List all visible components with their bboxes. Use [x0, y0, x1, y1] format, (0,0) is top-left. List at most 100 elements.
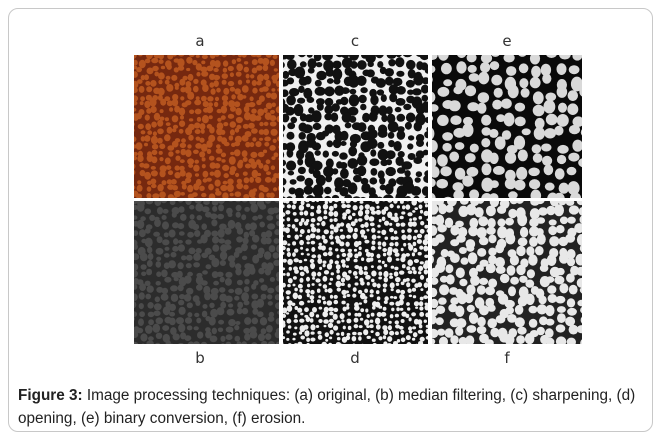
texture-blob [403, 242, 407, 247]
texture-blob [521, 345, 529, 352]
texture-blob [466, 284, 476, 296]
texture-blob [185, 127, 193, 136]
texture-blob [488, 234, 497, 244]
texture-blob [199, 123, 206, 130]
texture-blob [423, 319, 427, 323]
texture-blob [400, 319, 405, 323]
texture-blob [566, 257, 576, 267]
texture-blob [155, 281, 161, 286]
texture-blob [396, 86, 406, 95]
texture-blob [180, 192, 185, 196]
texture-blob [339, 241, 345, 247]
texture-blob [252, 308, 259, 315]
texture-blob [432, 255, 434, 264]
texture-blob [272, 207, 279, 214]
texture-blob [354, 312, 359, 317]
texture-blob [200, 66, 208, 73]
texture-blob [425, 324, 428, 328]
texture-blob [463, 116, 473, 126]
figure-frame [8, 8, 653, 432]
texture-blob [286, 149, 294, 158]
texture-blob [495, 243, 505, 254]
texture-blob [322, 252, 328, 257]
texture-blob [216, 157, 222, 162]
texture-blob [242, 171, 248, 176]
texture-blob [479, 305, 489, 316]
texture-blob [390, 265, 395, 269]
texture-blob [323, 238, 328, 244]
texture-blob [213, 344, 218, 348]
texture-blob [352, 201, 358, 203]
texture-blob [360, 103, 367, 111]
texture-blob [558, 102, 567, 113]
texture-blob [167, 194, 174, 198]
texture-blob [376, 312, 382, 317]
texture-blob [306, 342, 310, 344]
texture-blob [151, 121, 157, 128]
texture-blob [289, 179, 297, 185]
texture-blob [283, 301, 285, 306]
texture-blob [216, 144, 221, 149]
texture-blob [211, 230, 219, 237]
texture-blob [448, 303, 458, 313]
texture-blob [572, 139, 582, 152]
texture-blob [324, 113, 333, 121]
texture-blob [213, 280, 220, 286]
texture-blob [365, 55, 376, 64]
texture-blob [140, 96, 146, 102]
texture-blob [257, 108, 265, 117]
texture-blob [293, 258, 299, 263]
texture-blob [352, 331, 357, 336]
texture-blob [187, 231, 195, 238]
texture-blob [272, 55, 278, 59]
texture-blob [425, 312, 428, 318]
texture-blob [417, 282, 423, 288]
texture-blob [333, 218, 338, 222]
texture-blob [162, 208, 169, 214]
texture-blob [163, 253, 170, 258]
texture-blob [192, 192, 198, 198]
texture-blob [365, 252, 372, 257]
texture-blob [258, 267, 265, 275]
texture-blob [352, 343, 356, 344]
texture-blob [408, 326, 413, 331]
texture-blob [269, 121, 277, 127]
texture-blob [139, 283, 147, 291]
texture-blob [188, 55, 195, 57]
texture-blob [405, 112, 416, 123]
texture-blob [134, 253, 140, 261]
texture-blob [376, 283, 381, 289]
texture-blob [244, 333, 251, 341]
texture-blob [384, 236, 389, 240]
texture-blob [243, 61, 249, 65]
texture-blob [402, 278, 407, 283]
texture-blob [275, 302, 279, 310]
texture-blob [202, 84, 209, 92]
texture-blob [173, 238, 179, 245]
texture-blob [273, 187, 278, 192]
texture-blob [310, 205, 315, 210]
texture-blob [570, 192, 581, 198]
texture-blob [545, 92, 557, 102]
texture-blob [286, 312, 290, 315]
texture-blob [439, 275, 449, 283]
texture-blob [370, 245, 376, 251]
texture-blob [192, 341, 200, 344]
texture-blob [366, 138, 378, 149]
texture-blob [484, 339, 494, 344]
texture-blob [193, 78, 199, 84]
texture-blob [156, 207, 164, 215]
texture-blob [485, 286, 496, 296]
texture-blob [419, 55, 428, 61]
texture-blob [211, 219, 218, 227]
texture-blob [567, 103, 579, 115]
texture-blob [369, 324, 374, 329]
texture-blob [557, 144, 569, 154]
texture-blob [209, 171, 215, 176]
texture-blob [306, 269, 309, 274]
texture-blob [407, 69, 416, 79]
texture-blob [404, 121, 412, 130]
texture-blob [536, 326, 545, 336]
texture-blob [345, 265, 349, 268]
texture-blob [324, 288, 328, 293]
